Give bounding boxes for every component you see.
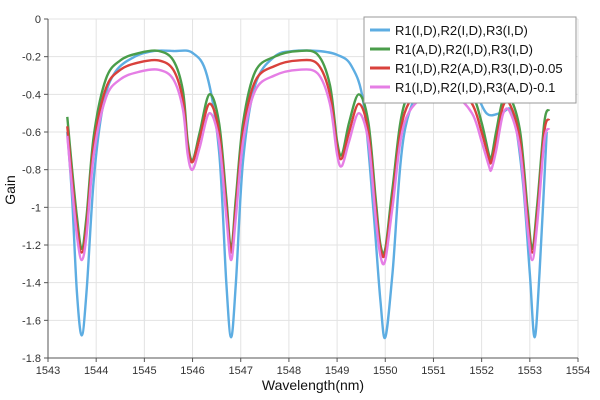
legend-label-2: R1(A,D),R2(I,D),R3(I,D) [395,42,533,57]
x-tick-label: 1543 [36,365,60,377]
y-tick-label: -1.6 [22,315,41,327]
y-tick-label: -0.4 [22,89,41,101]
legend-label-3: R1(I,D),R2(A,D),R3(I,D)-0.05 [395,61,563,76]
x-tick-label: 1548 [277,365,301,377]
y-tick-label: 0 [35,14,41,26]
x-tick-label: 1554 [566,365,590,377]
y-tick-label: -0.8 [22,165,41,177]
legend-label-1: R1(I,D),R2(I,D),R3(I,D) [395,23,528,38]
x-tick-label: 1552 [469,365,493,377]
legend-box [363,16,577,104]
legend: R1(I,D),R2(I,D),R3(I,D) R1(A,D),R2(I,D),R… [363,16,577,104]
series-lines [66,49,551,340]
axes [47,19,578,359]
series-line-2 [66,49,551,256]
y-tick-label: -1.2 [22,240,41,252]
x-axis-title: Wavelength(nm) [262,377,364,393]
y-tick-label: -0.2 [22,52,41,64]
x-tick-label: 1547 [228,365,252,377]
series-line-3 [66,58,551,259]
x-tick-label: 1550 [373,365,397,377]
y-tick-label: -0.6 [22,127,41,139]
x-tick-label: 1549 [325,365,349,377]
y-tick-label: -1.4 [22,278,41,290]
x-tick-label: 1551 [421,365,445,377]
x-tick-label: 1546 [180,365,204,377]
legend-label-4: R1(I,D),R2(I,D),R3(A,D)-0.1 [395,80,555,95]
x-tick-label: 1544 [84,365,108,377]
x-tick-label: 1553 [518,365,542,377]
y-tick-label: -1 [31,202,41,214]
y-axis-title: Gain [2,175,18,205]
x-tick-label: 1545 [132,365,156,377]
y-tick-label: -1.8 [22,353,41,365]
series-line-4 [66,68,551,266]
tick-labels: 1543 1544 1545 1546 1547 1548 1549 1550 1551 1552… [22,14,590,377]
